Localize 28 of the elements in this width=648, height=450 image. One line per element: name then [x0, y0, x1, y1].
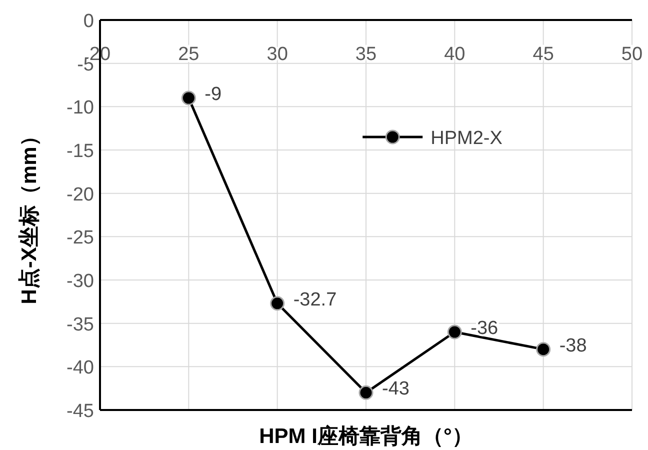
point — [447, 324, 462, 340]
data-label: -38 — [559, 335, 587, 356]
y-tick-label: -20 — [66, 184, 94, 206]
data-label: -9 — [204, 84, 222, 105]
legend-label: HPM2-X — [430, 128, 503, 149]
y-axis-title: H点-X坐标（mm） — [18, 126, 41, 304]
x-axis-title: HPM I座椅靠背角（°） — [259, 424, 473, 448]
point — [358, 385, 374, 400]
point — [181, 90, 196, 106]
point — [536, 342, 551, 357]
y-tick-label: -10 — [66, 98, 94, 119]
x-tick-label: 40 — [444, 44, 466, 65]
point — [270, 296, 285, 311]
y-tick-label: 0 — [83, 11, 94, 32]
data-label: -36 — [470, 318, 498, 339]
y-tick-label: -35 — [66, 314, 94, 336]
data-label: -32.7 — [293, 289, 337, 310]
y-tick-label: -45 — [66, 401, 94, 422]
x-tick-label: 50 — [621, 44, 643, 65]
y-tick-label: -40 — [66, 358, 94, 379]
data-label: -43 — [382, 378, 410, 400]
y-tick-label: -25 — [66, 228, 94, 249]
x-tick-label: 35 — [355, 44, 377, 65]
y-tick-label: -15 — [66, 141, 94, 162]
x-tick-label: 45 — [532, 44, 554, 65]
x-tick-label: 30 — [266, 44, 288, 65]
x-tick-label: 25 — [178, 44, 200, 65]
y-tick-label: -30 — [66, 271, 94, 292]
